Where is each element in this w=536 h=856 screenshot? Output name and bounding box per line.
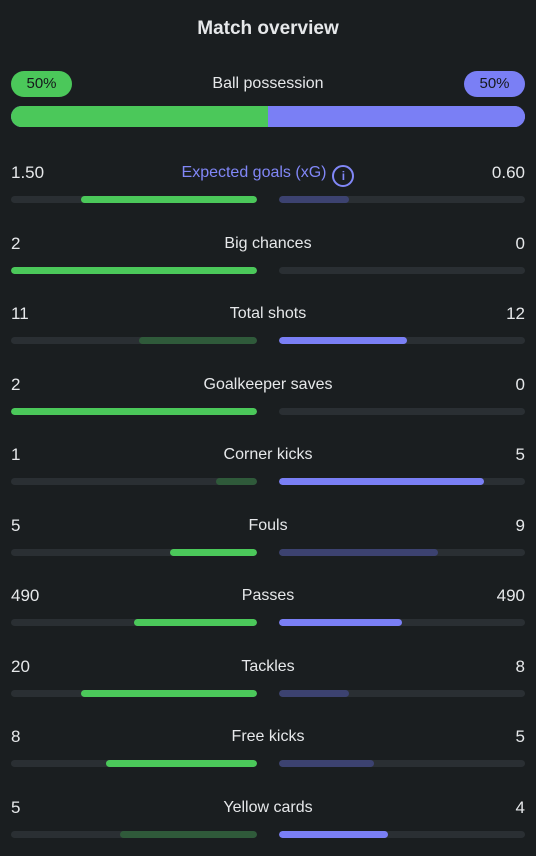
home-bar-track [11,760,257,767]
page-title: Match overview [197,18,339,39]
away-bar-fill [279,337,407,344]
stat-label-text: Total shots [229,305,307,322]
stat-label: Yellow cards [11,797,525,819]
home-bar-track [11,478,257,485]
home-value: 20 [11,657,30,676]
away-bar-fill [279,619,402,626]
stat-row: 2 Big chances 0 [11,233,525,277]
stat-label: Passes [11,585,525,607]
stat-row: 11 Total shots 12 [11,303,525,347]
home-bar-track [11,408,257,415]
away-possession-badge: 50% [464,71,525,97]
away-bar-fill [279,549,438,556]
home-bar-fill [120,831,257,838]
away-value: 490 [496,586,525,605]
away-value: 4 [515,798,525,817]
home-bar-track [11,831,257,838]
away-bar-fill [279,831,389,838]
stat-label-text: Yellow cards [223,799,313,816]
home-bar-fill [105,760,257,767]
stat-row: 1 Corner kicks 5 [11,444,525,488]
stat-label-text: Fouls [248,517,288,534]
away-bar-track [279,478,525,485]
stat-label-text: Expected goals (xG) [181,164,327,181]
stat-label: Tackles [11,656,525,678]
away-bar-track [279,690,525,697]
home-bar-fill [169,549,257,556]
stat-row: 8 Free kicks 5 [11,726,525,770]
away-value: 0 [515,375,525,394]
home-bar-track [11,337,257,344]
away-bar-fill [279,478,485,485]
away-value: 12 [506,304,525,323]
away-bar-track [279,549,525,556]
home-value: 490 [11,586,40,605]
possession-row: 50% Ball possession 50% [11,71,525,97]
stat-row: 2 Goalkeeper saves 0 [11,374,525,418]
stat-row: 20 Tackles 8 [11,656,525,700]
home-bar-fill [81,196,257,203]
home-bar-track [11,267,257,274]
away-bar-track [279,619,525,626]
away-bar-fill [279,760,374,767]
stat-label: Big chances [11,233,525,255]
stat-label-text: Passes [241,587,295,604]
stat-label: Free kicks [11,726,525,748]
stat-label: Corner kicks [11,444,525,466]
stat-row: 5 Fouls 9 [11,515,525,559]
home-value: 5 [11,516,21,535]
home-value: 2 [11,234,21,253]
home-possession-badge: 50% [11,71,72,97]
stat-label: Fouls [11,515,525,537]
possession-label: Ball possession [212,75,324,92]
away-value: 5 [515,445,525,464]
stat-label: Total shots [11,303,525,325]
home-bar-track [11,690,257,697]
home-bar-fill [134,619,257,626]
home-value: 1.50 [11,163,45,182]
away-bar-fill [279,196,350,203]
home-bar-fill [81,690,257,697]
away-value: 9 [515,516,525,535]
away-bar-fill [279,690,350,697]
possession-bar [11,106,525,127]
away-bar-track [279,267,525,274]
possession-bar-away [268,106,525,127]
stat-label-text: Goalkeeper saves [203,376,333,393]
away-value: 8 [515,657,525,676]
home-bar-fill [11,267,257,274]
stat-row: 5 Yellow cards 4 [11,797,525,841]
home-bar-fill [138,337,257,344]
possession-bar-home [11,106,268,127]
home-bar-track [11,549,257,556]
away-value: 5 [515,727,525,746]
home-value: 5 [11,798,21,817]
home-bar-track [11,196,257,203]
home-value: 11 [11,304,29,323]
home-value: 1 [11,445,21,464]
stat-label-text: Corner kicks [223,446,313,463]
away-bar-track [279,408,525,415]
home-value: 8 [11,727,21,746]
home-bar-fill [216,478,257,485]
home-bar-fill [11,408,257,415]
stat-row[interactable]: 1.50 Expected goals (xG) i 0.60 [11,162,525,206]
stat-label-text: Free kicks [231,728,305,745]
away-bar-track [279,831,525,838]
info-icon[interactable]: i [332,165,355,187]
stat-label-text: Big chances [224,235,312,252]
stat-label: Goalkeeper saves [11,374,525,396]
away-bar-track [279,337,525,344]
home-value: 2 [11,375,21,394]
away-bar-track [279,196,525,203]
stat-row: 490 Passes 490 [11,585,525,629]
stat-label-text: Tackles [241,658,295,675]
stat-label[interactable]: Expected goals (xG) i [11,162,525,187]
home-bar-track [11,619,257,626]
away-value: 0.60 [491,163,525,182]
away-value: 0 [515,234,525,253]
away-bar-track [279,760,525,767]
